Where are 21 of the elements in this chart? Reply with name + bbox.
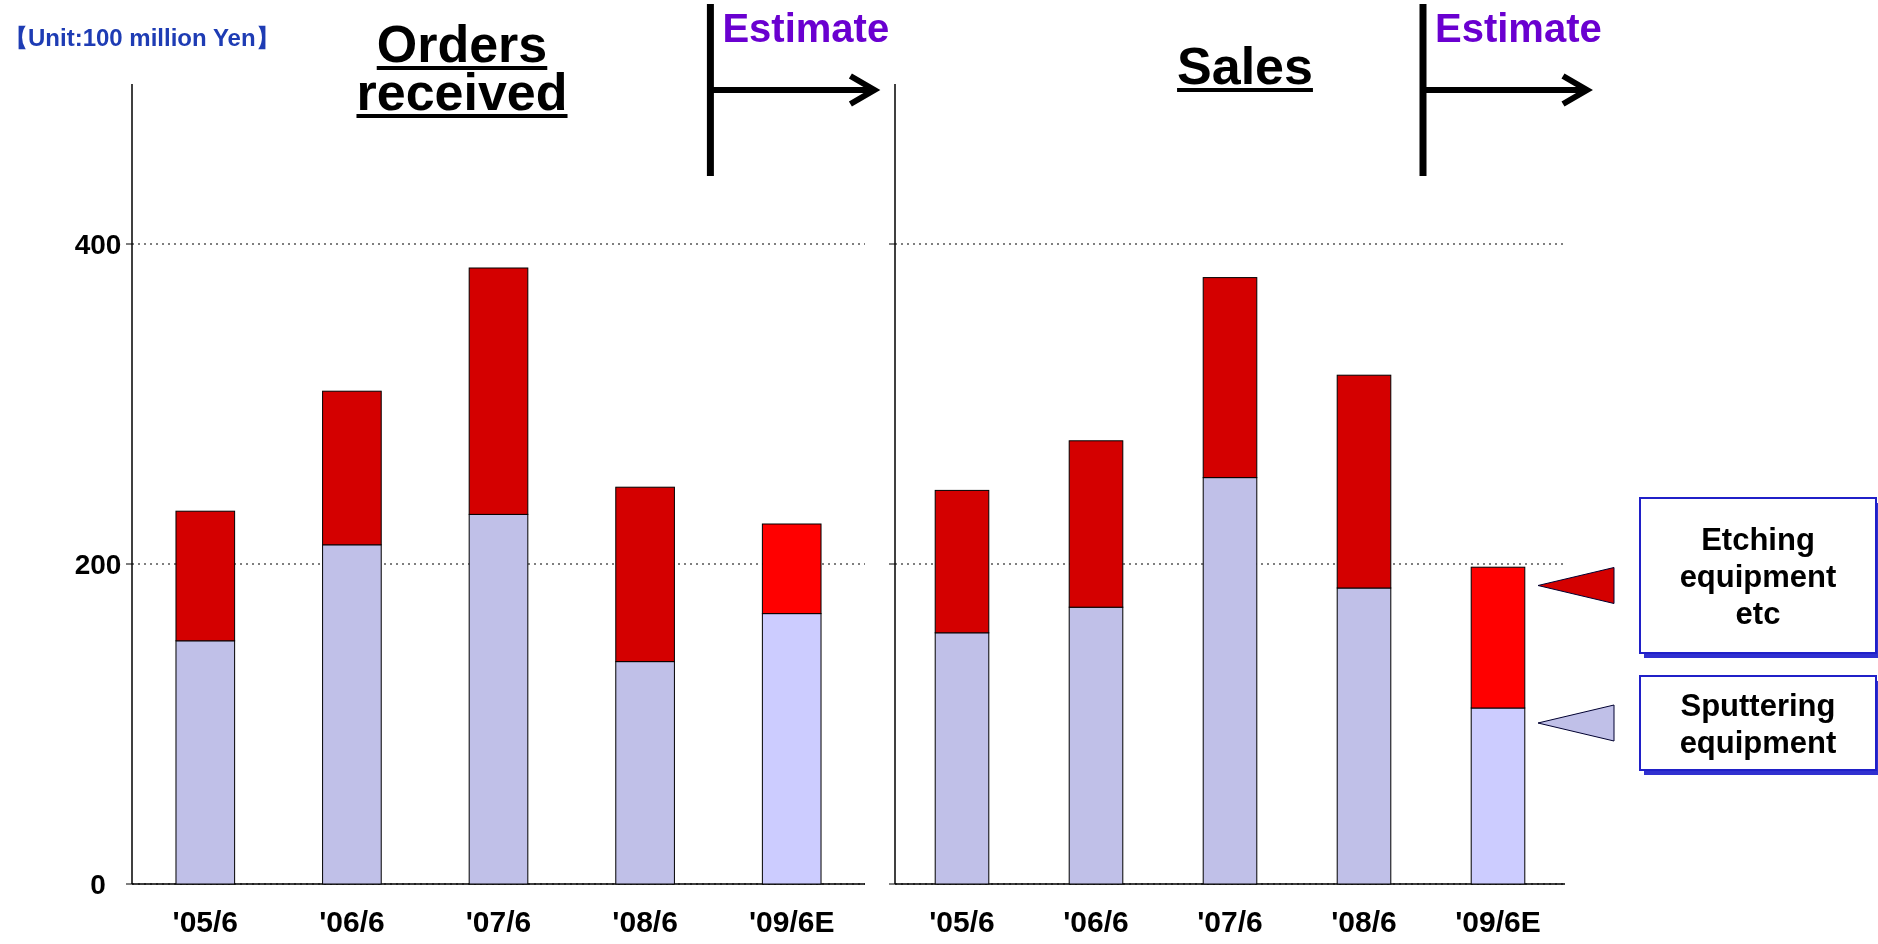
text: 【Unit:100 million Yen】 (4, 24, 280, 51)
y-tick-label: 400 (74, 229, 122, 260)
chart-title: Sales (1177, 37, 1313, 95)
legend-item: Etching equipment etc (1537, 497, 1878, 658)
text: Estimate (1435, 6, 1602, 50)
x-tick-label: '08/6 (612, 905, 678, 938)
x-tick-label: '09/6E (1455, 905, 1541, 938)
x-tick-label: '09/6E (748, 905, 835, 938)
x-tick-label: '06/6 (1063, 905, 1129, 938)
chart-title: Orders received (356, 15, 568, 121)
legend-item: Sputtering equipment (1537, 675, 1878, 775)
x-tick-label: '08/6 (1331, 905, 1397, 938)
x-tick-label: '06/6 (319, 905, 385, 938)
legend-label: Sputtering equipment (1679, 687, 1837, 760)
x-tick-label: '07/6 (1197, 905, 1263, 938)
y-tick-label: 200 (74, 549, 122, 580)
x-tick-label: '07/6 (465, 905, 532, 938)
x-tick-label: '05/6 (929, 905, 995, 938)
y-tick-label: 0 (90, 869, 106, 900)
text: Estimate (722, 6, 890, 50)
x-tick-label: '05/6 (172, 905, 239, 938)
